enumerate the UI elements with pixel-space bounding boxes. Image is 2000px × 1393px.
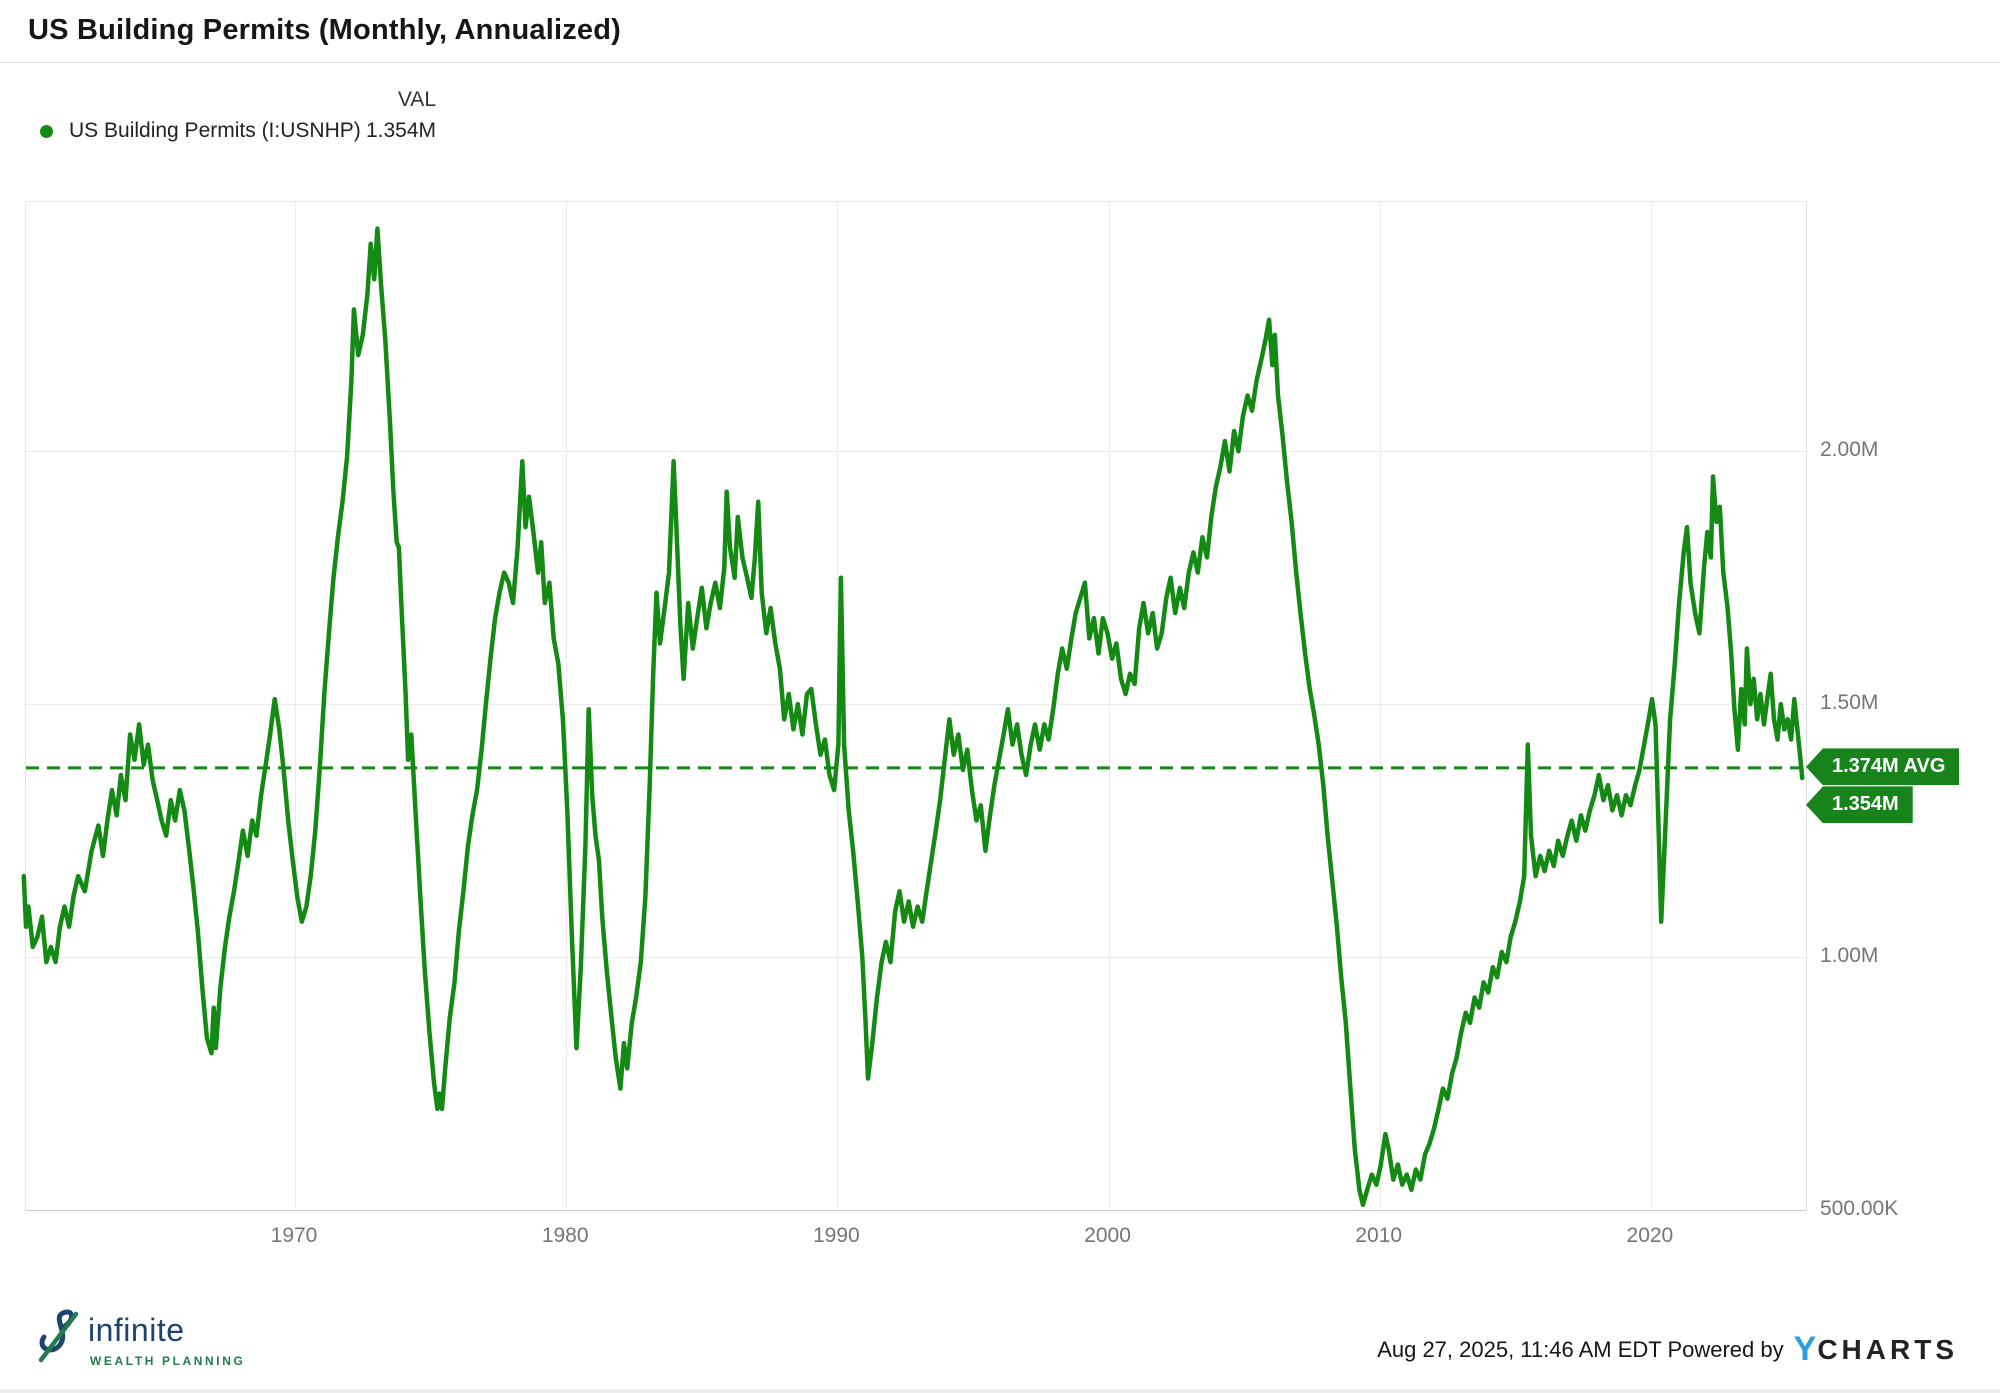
y-tick-label: 1.50M bbox=[1820, 691, 1879, 715]
logo-name: infinite bbox=[88, 1312, 185, 1348]
h-gridline bbox=[26, 451, 1806, 453]
timestamp-text: Aug 27, 2025, 11:46 AM EDT Powered by bbox=[1377, 1336, 1784, 1362]
ycharts-wordmark: CHARTS bbox=[1817, 1333, 1958, 1365]
x-tick-label: 1980 bbox=[541, 1224, 589, 1247]
timestamp-branding: Aug 27, 2025, 11:46 AM EDT Powered by Y … bbox=[1377, 1330, 1958, 1369]
v-gridline bbox=[295, 202, 296, 1210]
permits-line-series bbox=[21, 226, 1805, 1208]
last-value-badge: 1.354M bbox=[1806, 786, 1913, 824]
h-gridline bbox=[26, 704, 1806, 706]
x-tick-label: 2000 bbox=[1084, 1224, 1131, 1247]
y-tick-label: 500.00K bbox=[1820, 1197, 1899, 1220]
infinity-dollar-icon bbox=[34, 1306, 86, 1373]
x-tick-label: 2020 bbox=[1626, 1224, 1674, 1247]
plot-area[interactable] bbox=[21, 201, 1807, 1211]
v-gridline bbox=[566, 202, 568, 1210]
y-tick-label: 1.00M bbox=[1820, 944, 1879, 968]
series-current-value: 1.354M bbox=[365, 119, 436, 142]
infinite-wealth-planning-logo[interactable]: infinite WEALTH PLANNING bbox=[34, 1306, 245, 1373]
series-dot-icon bbox=[40, 124, 53, 138]
window-bottom-edge bbox=[0, 1389, 2000, 1393]
x-tick-label: 1990 bbox=[812, 1224, 860, 1247]
x-tick-label: 1970 bbox=[270, 1224, 318, 1247]
ycharts-y-icon: Y bbox=[1793, 1330, 1817, 1368]
legend-row[interactable]: US Building Permits (I:USNHP) bbox=[40, 118, 361, 144]
series-label: US Building Permits (I:USNHP) bbox=[69, 119, 361, 142]
legend-val-header: VAL bbox=[397, 88, 436, 111]
page-title: US Building Permits (Monthly, Annualized… bbox=[28, 14, 622, 46]
average-value-badge: 1.374M AVG bbox=[1806, 748, 1960, 786]
x-tick-label: 2010 bbox=[1355, 1224, 1403, 1247]
logo-subtext: WEALTH PLANNING bbox=[90, 1354, 246, 1368]
title-separator bbox=[0, 62, 2000, 63]
v-gridline bbox=[1379, 202, 1381, 1210]
h-gridline bbox=[26, 957, 1806, 959]
v-gridline bbox=[1108, 202, 1110, 1210]
series-svg bbox=[21, 226, 1806, 1208]
y-tick-label: 2.00M bbox=[1820, 438, 1879, 462]
ycharts-logo[interactable]: Y CHARTS bbox=[1794, 1330, 1958, 1369]
